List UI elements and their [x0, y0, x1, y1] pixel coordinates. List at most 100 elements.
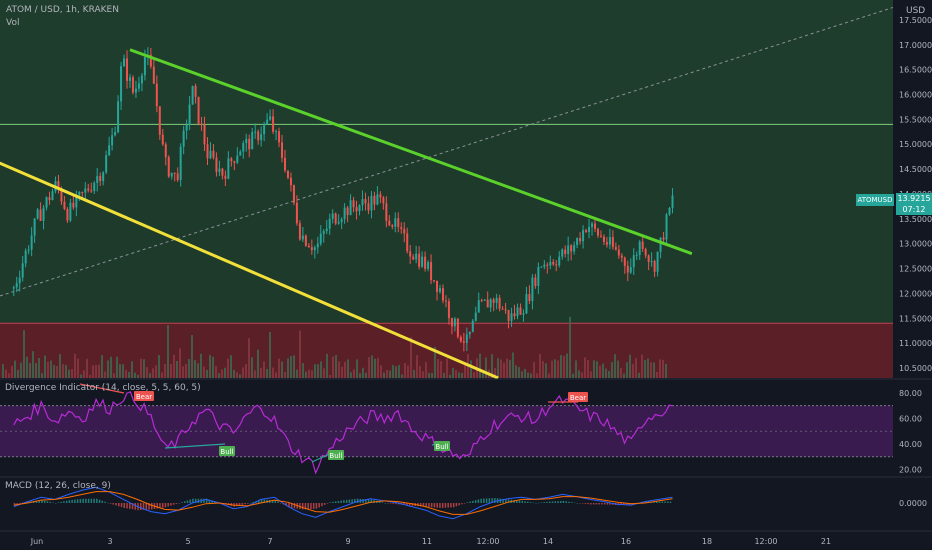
price-tick-label: 17.0000 [899, 41, 932, 50]
volume-bar [59, 353, 61, 378]
volume-bar [335, 354, 337, 378]
candle [78, 192, 81, 195]
price-tag-value: 13.9215 [897, 194, 931, 203]
candle [608, 237, 611, 245]
volume-bar [581, 372, 583, 378]
macd-histogram-bar [559, 501, 562, 503]
volume-bar [383, 372, 385, 378]
volume-bar [77, 358, 79, 378]
macd-histogram-bar [609, 503, 611, 505]
candle [516, 307, 519, 317]
macd-histogram-bar [87, 498, 90, 503]
candle [629, 267, 632, 273]
candle [567, 245, 570, 254]
macd-histogram-bar [35, 500, 38, 503]
macd-histogram-bar [513, 500, 515, 503]
signal-line [13, 491, 673, 515]
candle [456, 318, 459, 337]
macd-histogram-bar [532, 502, 535, 504]
candle [501, 308, 504, 310]
upper-zone [0, 0, 893, 125]
volume-bar [209, 355, 211, 378]
candle [626, 265, 629, 273]
candle [632, 255, 635, 268]
volume-bar [485, 357, 487, 378]
candle [611, 237, 614, 247]
candle [18, 277, 21, 284]
bull-badge [434, 441, 450, 451]
candle [140, 75, 143, 84]
volume-bar [74, 353, 76, 378]
macd-histogram-bar [441, 503, 444, 508]
candle [117, 101, 120, 133]
volume-bar [518, 367, 520, 378]
macd-title: MACD (12, 26, close, 9) [5, 481, 111, 491]
volume-bar [50, 360, 52, 378]
candle [558, 256, 561, 266]
macd-histogram-bar [175, 503, 178, 504]
candle [81, 192, 84, 194]
volume-bar [320, 361, 322, 378]
volume-bar [377, 357, 379, 378]
macd-histogram-bar [623, 503, 625, 505]
volume-bar [578, 370, 580, 378]
volume-bar [170, 364, 172, 378]
macd-histogram-bar [403, 503, 406, 505]
volume-bar [647, 358, 649, 378]
candle [352, 200, 355, 208]
macd-histogram-bar [285, 503, 287, 506]
candle [48, 197, 51, 201]
candle [188, 104, 191, 125]
macd-histogram-bar [321, 503, 323, 507]
volume-bar [392, 365, 394, 378]
macd-histogram-bar [573, 502, 576, 504]
candle [84, 188, 87, 193]
macd-histogram-bar [461, 503, 463, 505]
volume-bar [179, 348, 181, 378]
volume-bar [629, 354, 631, 378]
macd-histogram-bar [483, 498, 485, 503]
macd-histogram-bar [354, 499, 356, 503]
volume-bar [245, 364, 247, 378]
macd-histogram-bar [518, 500, 521, 503]
candle [337, 222, 340, 224]
macd-histogram-bar [592, 503, 595, 505]
volume-bar [314, 364, 316, 378]
candle [272, 116, 275, 132]
volume-bar [632, 363, 634, 378]
macd-histogram-bar [425, 503, 427, 507]
candle [340, 219, 343, 223]
candle [236, 155, 239, 163]
candle [522, 313, 525, 315]
volume-bar [323, 368, 325, 378]
macd-histogram-bar [548, 501, 551, 503]
macd-histogram-bar [90, 498, 93, 503]
macd-histogram-bar [123, 503, 126, 508]
candle [549, 262, 552, 266]
volume-bar [455, 370, 457, 378]
candle [316, 243, 319, 248]
candle [346, 207, 349, 216]
macd-histogram-bar [247, 503, 249, 504]
candle [99, 176, 102, 182]
candle [471, 320, 474, 332]
macd-histogram-bar [444, 503, 447, 508]
macd-histogram-bar [52, 502, 54, 503]
volume-bar [287, 358, 289, 378]
macd-histogram-bar [527, 501, 529, 503]
macd-histogram-bar [529, 502, 532, 503]
macd-tick-label: 0.0000 [899, 499, 927, 508]
volume-bar [224, 367, 226, 378]
volume-bar [626, 362, 628, 378]
volume-bar [635, 358, 637, 378]
macd-histogram-bar [192, 498, 194, 503]
macd-histogram-bar [74, 499, 76, 503]
candle [596, 228, 599, 236]
volume-bar [293, 355, 295, 378]
macd-histogram-bar [521, 500, 524, 503]
candle [322, 231, 325, 234]
volume-bar [638, 372, 640, 378]
candle [433, 280, 436, 282]
macd-histogram-bar [82, 498, 84, 503]
volume-bar [311, 370, 313, 378]
